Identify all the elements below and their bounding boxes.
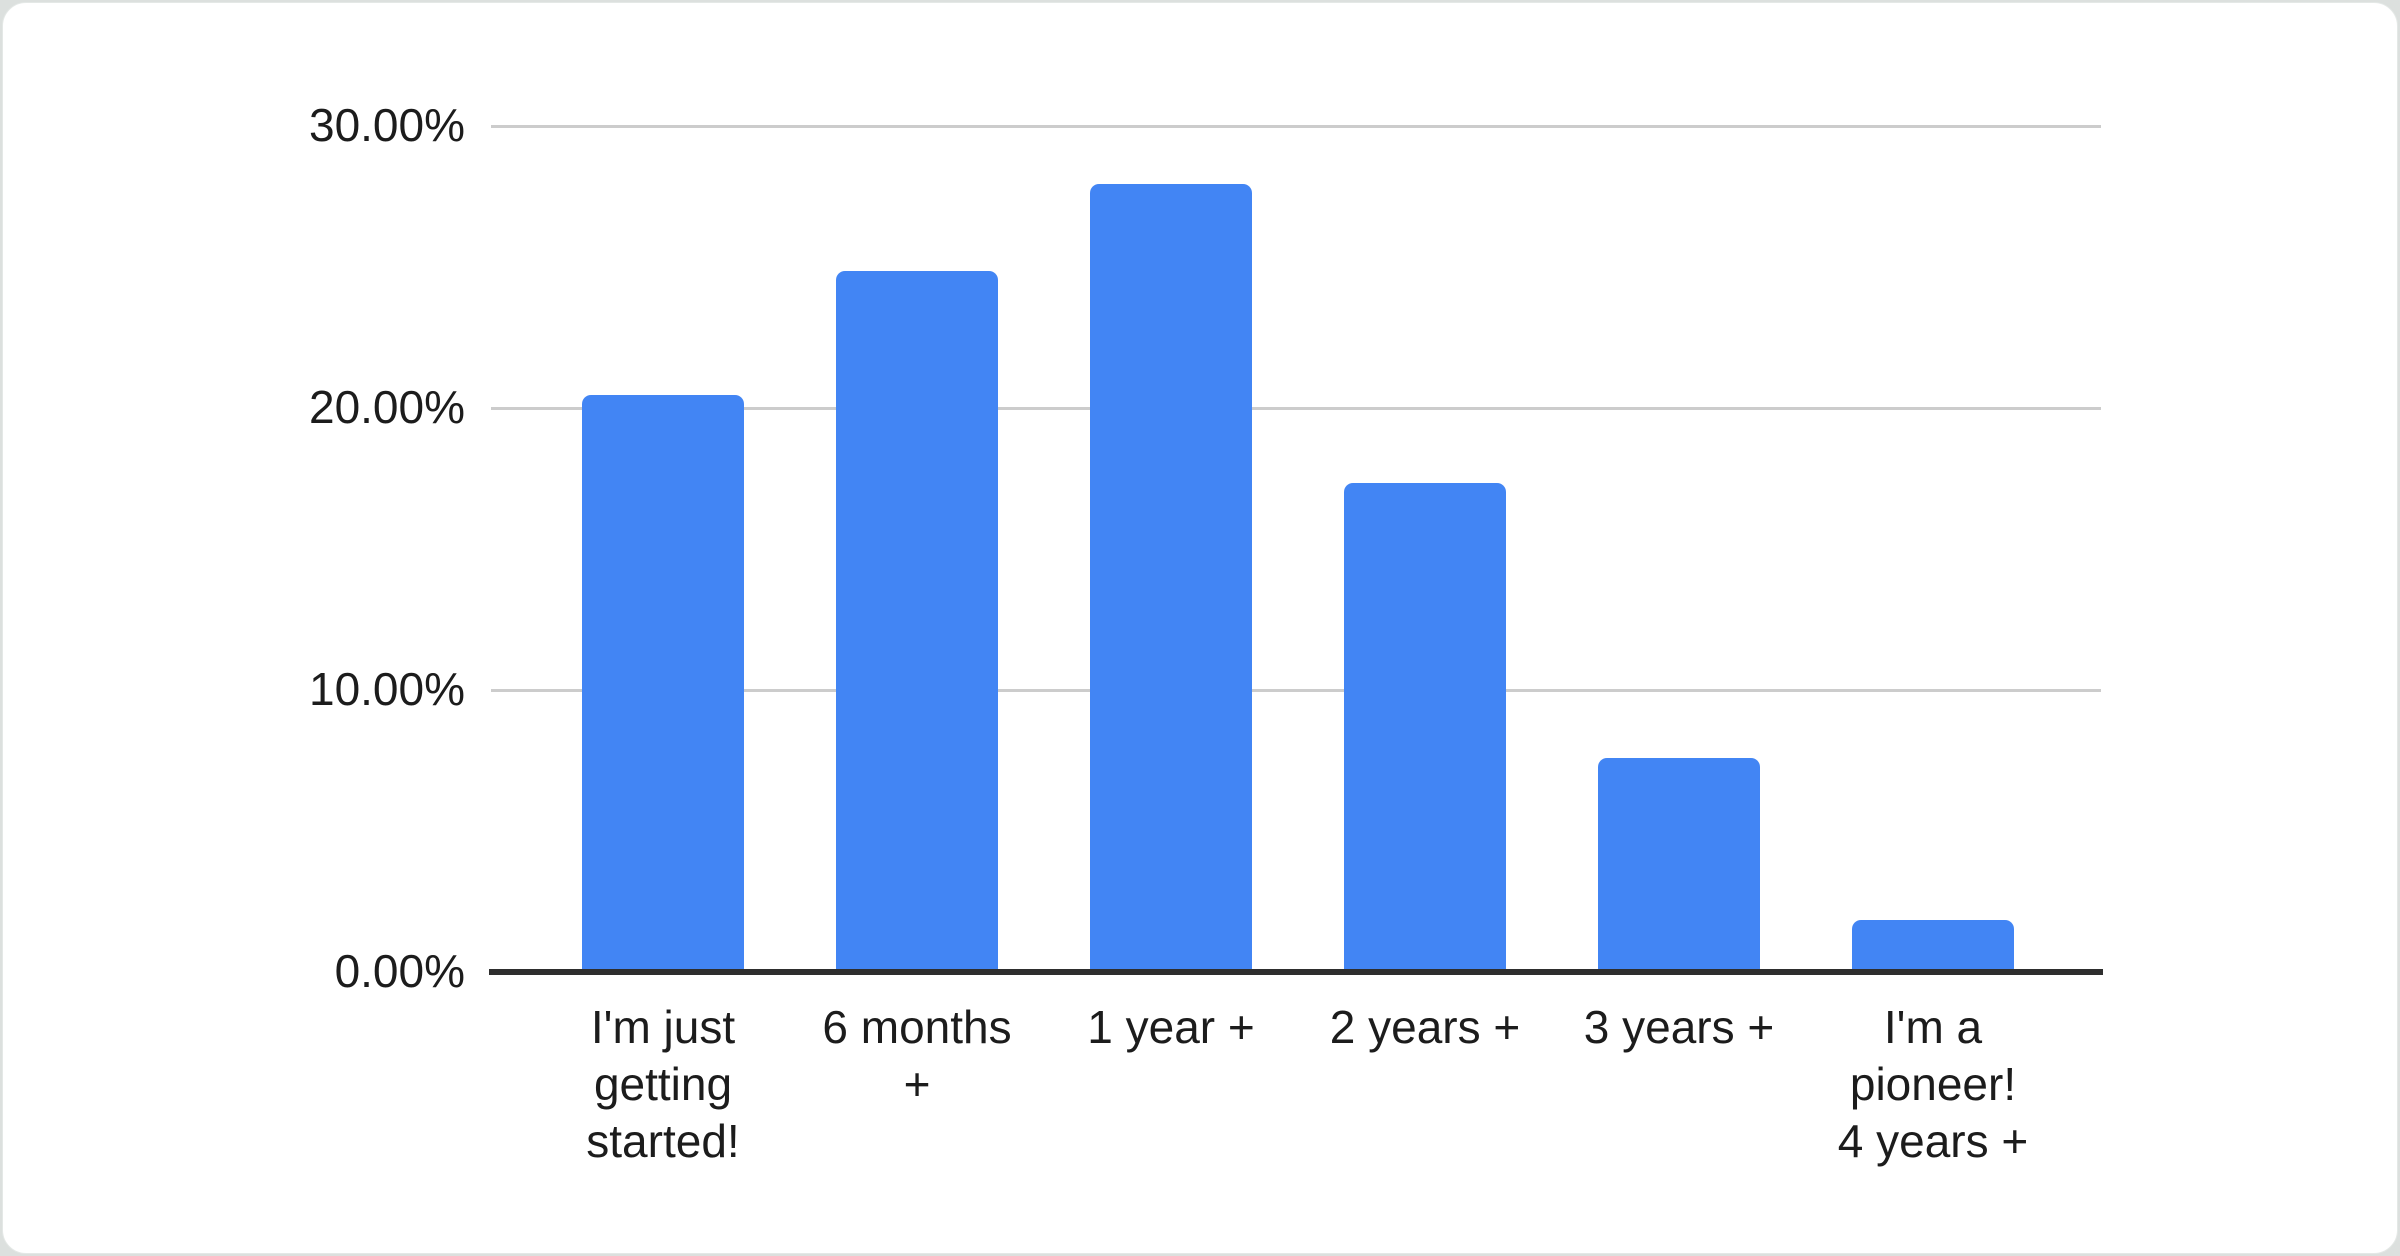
x-axis-label: I'm a pioneer! 4 years + [1837,1001,2029,1167]
y-axis-tick-label: 20.00% [308,381,465,433]
y-axis-tick-label: 0.00% [334,945,465,997]
bar-6 [1852,920,2014,971]
bar-3 [1090,183,1252,971]
x-axis-label: 6 months + [822,1001,1012,1110]
gridline [491,407,2101,410]
x-axis-label: I'm just getting started! [586,1001,740,1167]
bar-5 [1598,757,1760,971]
y-axis-tick-label: 10.00% [308,663,465,715]
bar-4 [1344,482,1506,971]
x-axis-label: 1 year + [1087,1001,1255,1053]
bar-1 [582,395,744,971]
x-axis-label: 2 years + [1329,1001,1521,1053]
y-axis-tick-label: 30.00% [308,99,465,151]
x-axis-label: 3 years + [1583,1001,1775,1053]
bar-2 [836,271,998,971]
gridline [491,689,2101,692]
gridline [491,125,2101,128]
x-axis-line [489,969,2103,975]
plot-area [491,125,2101,971]
